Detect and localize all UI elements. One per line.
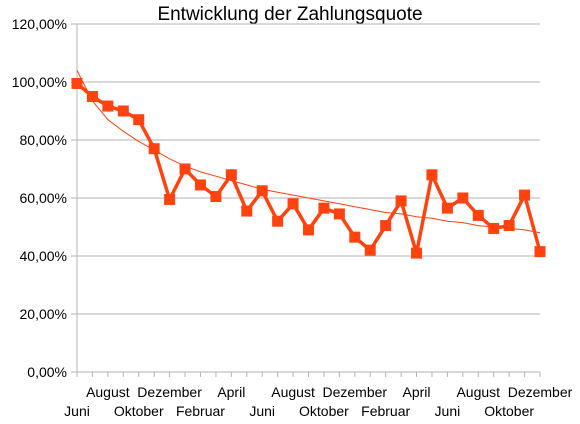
data-point	[287, 198, 299, 210]
data-point	[380, 220, 392, 232]
data-point	[349, 231, 361, 243]
data-point	[303, 224, 314, 236]
x-tick-label: Juni	[64, 403, 90, 419]
data-point	[534, 246, 546, 258]
y-tick-label: 60,00%	[20, 190, 67, 206]
data-point	[519, 189, 531, 201]
chart-title: Entwicklung der Zahlungsquote	[157, 4, 422, 25]
data-point	[395, 195, 407, 207]
data-point	[133, 114, 145, 126]
x-tick-label: Februar	[361, 403, 410, 419]
data-point	[441, 202, 453, 214]
data-point	[117, 105, 129, 117]
data-point	[256, 185, 268, 197]
y-tick-label: 80,00%	[20, 132, 67, 148]
y-tick-label: 0,00%	[27, 364, 67, 380]
data-point	[472, 209, 484, 221]
y-axis-ticks: 0,00% 20,00% 40,00% 60,00% 80,00% 100,00% 120,…	[12, 16, 77, 380]
data-point	[426, 169, 438, 181]
data-point	[272, 215, 284, 227]
data-point	[194, 179, 206, 191]
data-point	[148, 143, 160, 155]
data-point	[318, 202, 330, 214]
data-point	[164, 193, 176, 205]
data-point	[210, 191, 222, 203]
x-tick-label: Juni	[435, 403, 461, 419]
x-tick-label: Oktober	[299, 403, 349, 419]
x-tick-label: Dezember	[323, 384, 388, 400]
data-point	[241, 205, 253, 217]
data-point	[102, 100, 114, 112]
data-point	[457, 192, 469, 204]
data-point	[488, 222, 500, 234]
x-tick-label: Dezember	[508, 384, 573, 400]
x-tick-label: April	[217, 384, 245, 400]
x-tick-label: Oktober	[114, 403, 164, 419]
x-tick-label: Oktober	[484, 403, 534, 419]
data-point	[225, 169, 237, 181]
series-group	[71, 77, 546, 259]
x-tick-label: August	[271, 384, 315, 400]
gridlines	[77, 23, 540, 315]
y-tick-label: 20,00%	[20, 306, 67, 322]
x-tick-label: April	[403, 384, 431, 400]
x-tick-label: Februar	[176, 403, 225, 419]
data-point	[179, 163, 191, 175]
data-point	[86, 91, 98, 102]
y-tick-label: 40,00%	[20, 248, 67, 264]
x-tick-label: Dezember	[137, 384, 202, 400]
data-point	[503, 220, 515, 232]
x-tick-label: August	[456, 384, 500, 400]
y-tick-label: 100,00%	[12, 74, 67, 90]
data-point	[71, 77, 83, 89]
x-tick-label: Juni	[249, 403, 275, 419]
x-axis-ticks: JuniAugustOktoberDezemberFebruarAprilJun…	[64, 372, 573, 419]
data-point	[364, 244, 376, 256]
y-tick-label: 120,00%	[12, 16, 67, 32]
x-tick-label: August	[86, 384, 130, 400]
data-point	[411, 247, 423, 259]
data-point	[333, 208, 345, 220]
